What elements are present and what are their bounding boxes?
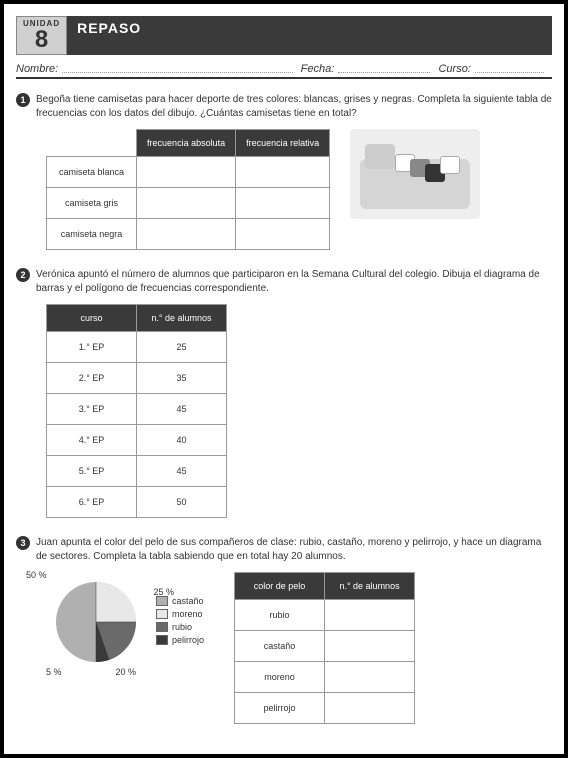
table-cell: 45 (137, 394, 227, 425)
question-text: Verónica apuntó el número de alumnos que… (36, 268, 552, 296)
table-row-label: camiseta negra (47, 219, 137, 250)
table-cell[interactable] (325, 662, 415, 693)
table-header: n.° de alumnos (137, 305, 227, 332)
table-cell[interactable] (236, 188, 330, 219)
table-header: frecuencia relativa (236, 130, 330, 157)
name-label: Nombre: (16, 63, 58, 75)
question-1: 1 Begoña tiene camisetas para hacer depo… (16, 93, 552, 250)
table-cell: 35 (137, 363, 227, 394)
question-text: Begoña tiene camisetas para hacer deport… (36, 93, 552, 121)
table-cell[interactable] (325, 631, 415, 662)
table-cell[interactable] (137, 219, 236, 250)
pie-chart: 50 % 25 % 20 % 5 % (46, 572, 146, 672)
table-row-label: camiseta gris (47, 188, 137, 219)
legend-swatch (156, 635, 168, 645)
pie-legend: castaño moreno rubio pelirrojo (156, 596, 204, 648)
table-row-label: moreno (235, 662, 325, 693)
date-field[interactable] (338, 63, 430, 73)
table-cell: 25 (137, 332, 227, 363)
table-header: n.° de alumnos (325, 573, 415, 600)
worksheet-header: UNIDAD 8 REPASO (16, 16, 552, 55)
legend-label: castaño (172, 596, 204, 606)
table-cell[interactable] (137, 188, 236, 219)
table-cell: 1.° EP (47, 332, 137, 363)
table-cell: 2.° EP (47, 363, 137, 394)
table-cell[interactable] (325, 600, 415, 631)
bed-illustration (350, 129, 480, 219)
question-number: 2 (16, 268, 30, 282)
table-row-label: pelirrojo (235, 693, 325, 724)
question-2: 2 Verónica apuntó el número de alumnos q… (16, 268, 552, 518)
table-cell: 4.° EP (47, 425, 137, 456)
table-header: frecuencia absoluta (137, 130, 236, 157)
table-cell[interactable] (236, 219, 330, 250)
table-cell: 45 (137, 456, 227, 487)
legend-label: moreno (172, 609, 203, 619)
hair-color-table: color de pelon.° de alumnos rubio castañ… (234, 572, 415, 724)
frequency-table: frecuencia absolutafrecuencia relativa c… (46, 129, 330, 250)
pie-chart-area: 50 % 25 % 20 % 5 % castaño moreno rubio … (46, 572, 204, 672)
table-cell[interactable] (325, 693, 415, 724)
course-field[interactable] (475, 63, 544, 73)
table-header: color de pelo (235, 573, 325, 600)
legend-label: pelirrojo (172, 635, 204, 645)
students-table: curson.° de alumnos 1.° EP25 2.° EP35 3.… (46, 304, 227, 518)
legend-swatch (156, 622, 168, 632)
table-cell: 3.° EP (47, 394, 137, 425)
question-number: 1 (16, 93, 30, 107)
table-row-label: castaño (235, 631, 325, 662)
question-3: 3 Juan apunta el color del pelo de sus c… (16, 536, 552, 724)
table-row-label: camiseta blanca (47, 157, 137, 188)
page-title: REPASO (67, 16, 552, 55)
unit-badge: UNIDAD 8 (16, 16, 67, 55)
pie-label: 5 % (46, 667, 62, 677)
question-number: 3 (16, 536, 30, 550)
legend-swatch (156, 609, 168, 619)
pie-label: 20 % (115, 667, 136, 677)
unit-number: 8 (23, 28, 60, 52)
table-cell: 6.° EP (47, 487, 137, 518)
table-header: curso (47, 305, 137, 332)
table-cell[interactable] (137, 157, 236, 188)
legend-swatch (156, 596, 168, 606)
table-cell: 5.° EP (47, 456, 137, 487)
date-label: Fecha: (301, 63, 335, 75)
course-label: Curso: (438, 63, 470, 75)
question-text: Juan apunta el color del pelo de sus com… (36, 536, 552, 564)
pie-label: 25 % (153, 587, 174, 597)
table-cell: 40 (137, 425, 227, 456)
name-field[interactable] (62, 63, 292, 73)
table-cell: 50 (137, 487, 227, 518)
student-info-line: Nombre: Fecha: Curso: (16, 59, 552, 79)
legend-label: rubio (172, 622, 192, 632)
table-cell[interactable] (236, 157, 330, 188)
table-row-label: rubio (235, 600, 325, 631)
pie-label: 50 % (26, 570, 47, 580)
